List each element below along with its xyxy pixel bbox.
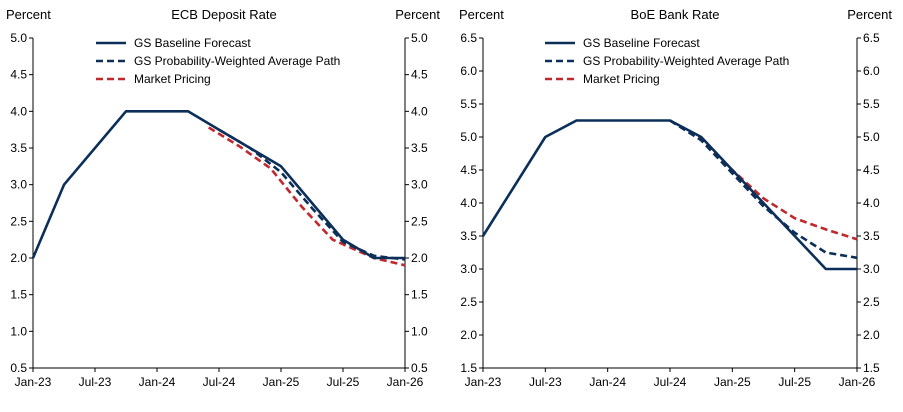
y-tick-label-left: 0.5 [10, 361, 27, 375]
y-tick-label-right: 4.5 [863, 163, 880, 177]
y-tick-label-left: 3.5 [10, 141, 27, 155]
y-tick-label-left: 2.5 [460, 295, 477, 309]
legend-label: GS Probability-Weighted Average Path [583, 54, 789, 68]
y-tick-label-left: 2.0 [460, 328, 477, 342]
y-tick-label-left: 2.0 [10, 251, 27, 265]
y-axis-label-right: Percent [395, 7, 440, 22]
y-tick-label-left: 6.5 [460, 31, 477, 45]
y-tick-label-right: 5.0 [863, 130, 880, 144]
y-tick-label-left: 5.0 [460, 130, 477, 144]
x-tick-label: Jan-23 [15, 375, 52, 389]
y-tick-label-right: 2.5 [411, 214, 428, 228]
series-line-probability-weighted [218, 128, 406, 261]
y-tick-label-left: 4.0 [10, 104, 27, 118]
x-tick-label: Jan-24 [589, 375, 626, 389]
y-tick-label-right: 2.0 [863, 328, 880, 342]
y-tick-label-right: 5.0 [411, 31, 428, 45]
legend-label: GS Probability-Weighted Average Path [134, 54, 340, 68]
y-tick-label-right: 3.5 [863, 229, 880, 243]
legend-label: Market Pricing [583, 72, 660, 86]
y-tick-label-left: 3.5 [460, 229, 477, 243]
x-tick-label: Jul-23 [79, 375, 112, 389]
y-tick-label-right: 1.0 [411, 324, 428, 338]
y-tick-label-left: 5.0 [10, 31, 27, 45]
series-line-probability-weighted [669, 119, 858, 260]
y-tick-label-right: 4.0 [411, 104, 428, 118]
y-tick-label-left: 3.0 [460, 262, 477, 276]
x-tick-label: Jul-24 [654, 375, 687, 389]
y-axis-label-right: Percent [847, 7, 892, 22]
y-axis-label-left: Percent [459, 7, 504, 22]
y-tick-label-left: 4.5 [460, 163, 477, 177]
x-tick-label: Jan-25 [714, 375, 751, 389]
y-tick-label-left: 6.0 [460, 64, 477, 78]
y-tick-label-right: 3.0 [863, 262, 880, 276]
x-tick-label: Jan-23 [465, 375, 502, 389]
y-tick-label-left: 4.5 [10, 68, 27, 82]
y-tick-label-left: 1.5 [460, 361, 477, 375]
y-tick-label-right: 5.5 [863, 97, 880, 111]
y-tick-label-left: 4.0 [460, 196, 477, 210]
x-tick-label: Jul-24 [203, 375, 236, 389]
y-axis-label-left: Percent [6, 7, 51, 22]
legend-label: Market Pricing [134, 72, 211, 86]
y-tick-label-right: 2.0 [411, 251, 428, 265]
y-tick-label-right: 6.5 [863, 31, 880, 45]
y-tick-label-left: 5.5 [460, 97, 477, 111]
chart-boe: BoE Bank Rate Percent Percent 1.5 1.5 2.0 2.0 2… [459, 7, 892, 389]
chart-title: ECB Deposit Rate [171, 7, 277, 22]
y-tick-label-left: 1.5 [10, 288, 27, 302]
y-tick-label-right: 2.5 [863, 295, 880, 309]
x-tick-label: Jul-25 [778, 375, 811, 389]
x-tick-label: Jan-25 [263, 375, 300, 389]
x-tick-label: Jan-26 [839, 375, 876, 389]
y-tick-label-right: 3.5 [411, 141, 428, 155]
chart-title: BoE Bank Rate [631, 7, 720, 22]
y-tick-label-right: 3.0 [411, 178, 428, 192]
y-tick-label-right: 1.5 [863, 361, 880, 375]
y-tick-label-right: 6.0 [863, 64, 880, 78]
y-tick-label-right: 4.0 [863, 196, 880, 210]
y-tick-label-right: 4.5 [411, 68, 428, 82]
legend-label: GS Baseline Forecast [583, 36, 700, 50]
x-tick-label: Jan-24 [139, 375, 176, 389]
chart-ecb: ECB Deposit Rate Percent Percent 0.5 0.5 1.0 1… [6, 7, 440, 389]
x-tick-label: Jul-25 [327, 375, 360, 389]
y-tick-label-right: 1.5 [411, 288, 428, 302]
series-line-baseline [481, 119, 857, 271]
y-tick-label-left: 1.0 [10, 324, 27, 338]
y-tick-label-left: 3.0 [10, 178, 27, 192]
y-tick-label-right: 0.5 [411, 361, 428, 375]
x-tick-label: Jan-26 [387, 375, 424, 389]
x-tick-label: Jul-23 [529, 375, 562, 389]
legend-label: GS Baseline Forecast [134, 36, 251, 50]
y-tick-label-left: 2.5 [10, 214, 27, 228]
series-line-baseline [31, 110, 405, 260]
